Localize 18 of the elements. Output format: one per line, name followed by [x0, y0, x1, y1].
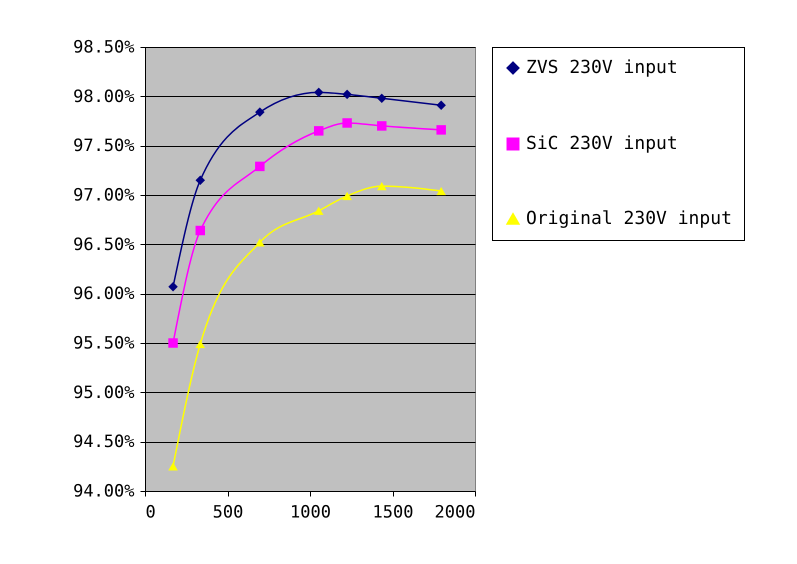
legend-label: Original 230V input: [526, 208, 732, 229]
y-tick-label: 97.00%: [73, 186, 134, 206]
legend-label: ZVS 230V input: [526, 57, 678, 78]
y-tick-label: 98.50%: [73, 38, 134, 58]
y-tick-label: 98.00%: [73, 86, 134, 107]
x-tick-label: 2000: [434, 502, 476, 522]
x-tick-label: 500: [212, 502, 244, 522]
x-tick-label: 1000: [290, 502, 331, 522]
y-tick-label: 95.50%: [73, 334, 134, 354]
y-tick-label: 96.00%: [73, 284, 134, 304]
y-tick-label: 94.50%: [73, 432, 134, 452]
x-tick-label: 0: [146, 502, 156, 522]
y-tick-label: 96.50%: [73, 234, 134, 255]
legend-label: SiC 230V input: [526, 133, 678, 154]
y-tick-label: 97.50%: [73, 136, 134, 156]
y-tick-label: 94.00%: [73, 482, 134, 502]
y-tick-label: 95.00%: [73, 382, 134, 403]
x-tick-label: 1500: [372, 502, 414, 522]
